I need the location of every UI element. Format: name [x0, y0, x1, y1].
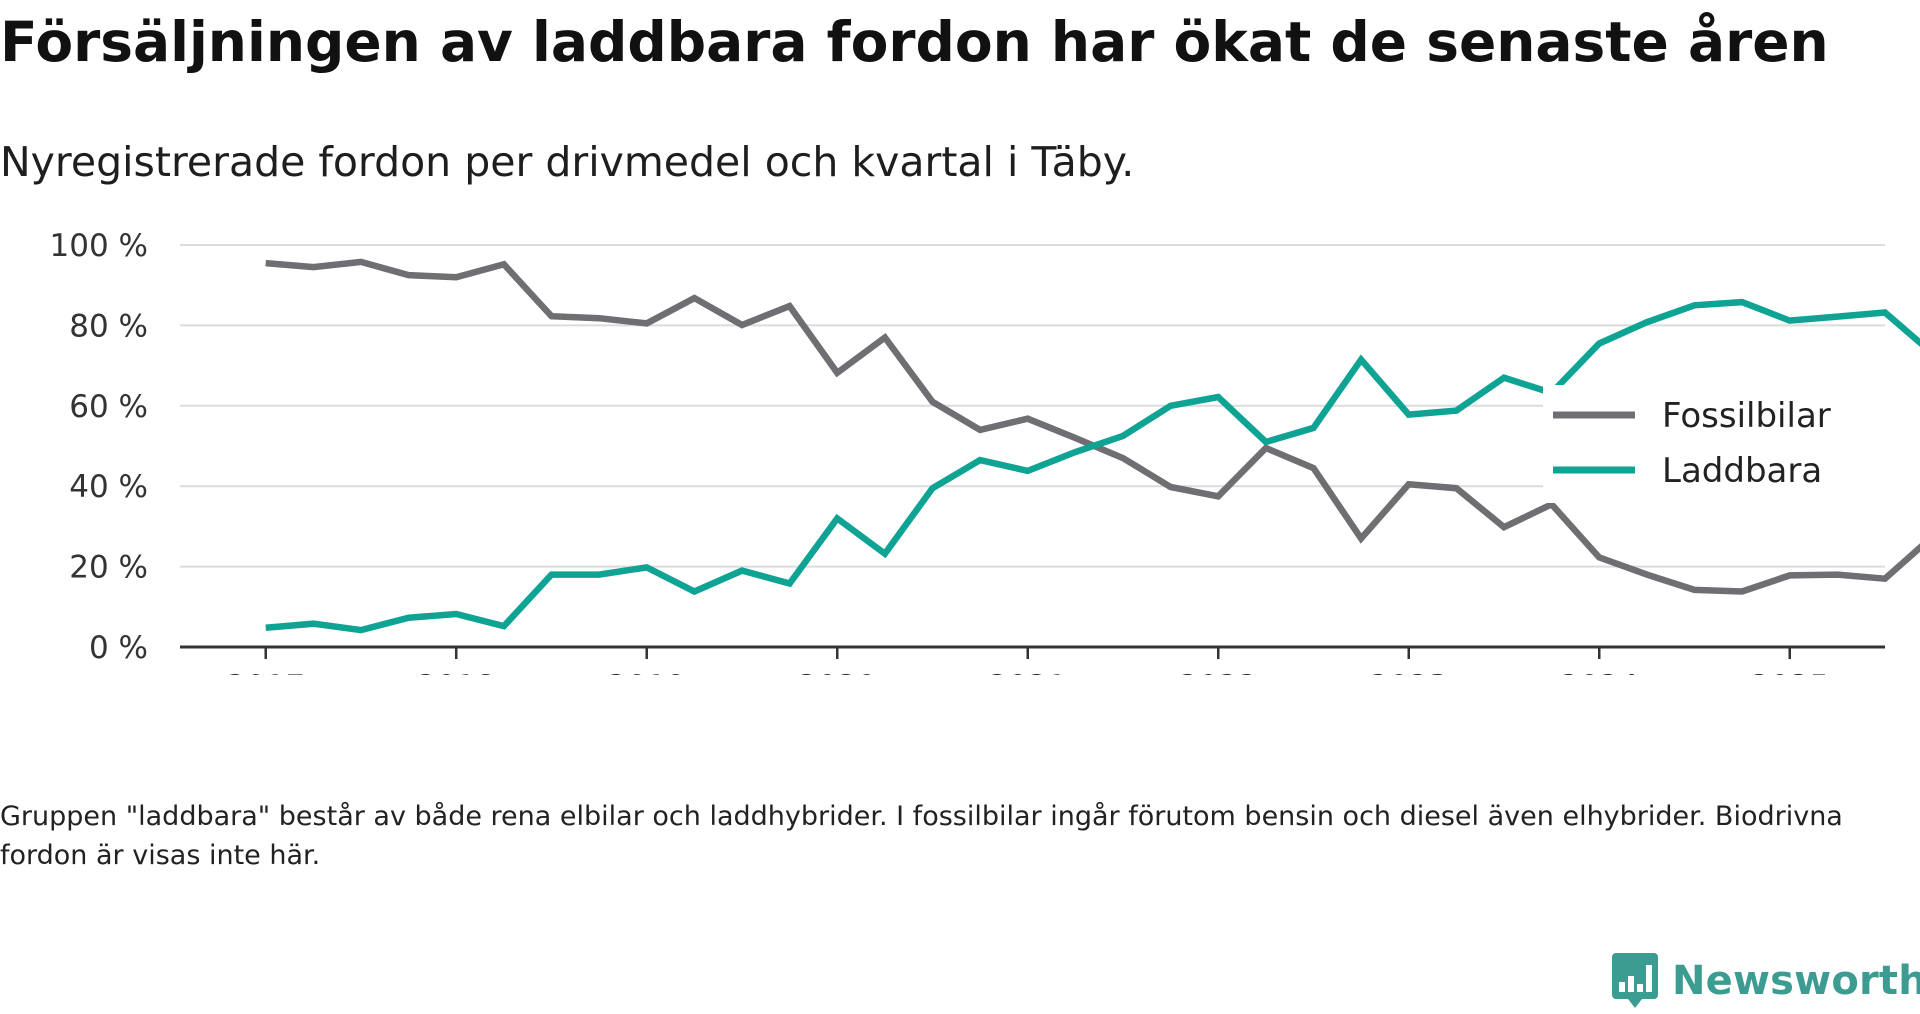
legend-background [1543, 385, 1885, 503]
legend-label-laddbara: Laddbara [1662, 451, 1822, 491]
chart-title: Försäljningen av laddbara fordon har öka… [0, 10, 1829, 74]
footnote: Gruppen "laddbara" består av både rena e… [0, 801, 1843, 871]
x-tick-label: 2025 [1750, 669, 1829, 675]
x-axis-ticks: 2017 2018 2019 2020 2021 2022 2023 2024 2025 [226, 647, 1829, 675]
series-line-laddbara [265, 298, 1920, 634]
chart-subtitle: Nyregistrerade fordon per drivmedel och … [0, 138, 1135, 186]
series-line-fossilbilar [265, 258, 1920, 595]
legend-label-fossilbilar: Fossilbilar [1662, 396, 1831, 436]
x-tick-label: 2022 [1179, 669, 1258, 675]
brand-name: Newsworthy [1672, 958, 1920, 1004]
brand-logo[interactable]: Newsworthy [1610, 948, 1920, 1014]
x-tick-label: 2019 [607, 669, 686, 675]
x-tick-label: 2018 [417, 669, 496, 675]
series-lines [265, 258, 1920, 634]
x-tick-label: 2023 [1369, 669, 1448, 675]
bar-chart-bubble-icon [1612, 953, 1658, 1008]
x-tick-label: 2017 [226, 669, 305, 675]
y-tick-label: 80 % [69, 308, 148, 344]
line-chart: 0 % 20 % 40 % 60 % 80 % 100 % 2017 2018 2019 202… [50, 228, 1920, 675]
x-tick-label: 2021 [988, 669, 1067, 675]
y-tick-label: 40 % [69, 469, 148, 505]
x-tick-label: 2024 [1560, 669, 1639, 675]
y-tick-label: 60 % [69, 389, 148, 425]
x-tick-label: 2020 [798, 669, 877, 675]
y-tick-label: 20 % [69, 550, 148, 586]
y-tick-label: 0 % [89, 630, 148, 666]
legend: Fossilbilar Laddbara [1543, 385, 1885, 503]
y-tick-label: 100 % [50, 228, 148, 264]
y-axis-ticks: 0 % 20 % 40 % 60 % 80 % 100 % [50, 228, 148, 666]
